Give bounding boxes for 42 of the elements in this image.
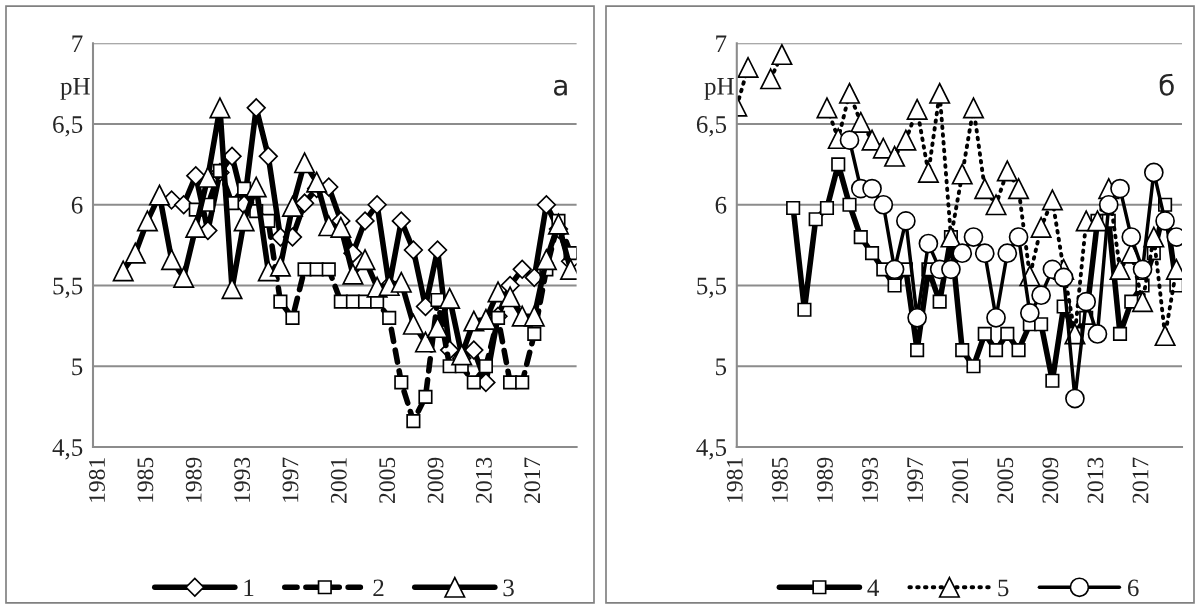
x-tick-label: 2005 (997, 457, 1014, 503)
x-tick-label: 2009 (1042, 457, 1059, 503)
x-tick-label: 2017 (524, 457, 541, 503)
x-tick-label: 2001 (952, 458, 969, 503)
y-tick-label: 6,5 (696, 116, 727, 137)
annotation: б (1159, 73, 1174, 96)
legend-label: 3 (503, 579, 514, 597)
y-tick-label: 7 (716, 35, 727, 52)
x-tick-label: 2013 (1087, 457, 1104, 503)
x-tick-label: 1993 (862, 457, 878, 502)
legend-label: 6 (1127, 579, 1139, 597)
y-tick-label: 5 (72, 358, 83, 376)
x-tick-label: 1985 (771, 457, 788, 502)
x-tick-label: 2017 (1132, 457, 1149, 503)
x-tick-label: 1989 (816, 457, 833, 502)
y-tick-label: 5,5 (697, 277, 727, 299)
x-tick-label: 2005 (379, 457, 396, 503)
x-tick-label: 1981 (726, 458, 743, 502)
legend-label: 2 (373, 579, 384, 597)
x-tick-label: 1985 (137, 457, 154, 502)
legend-label: 1 (244, 579, 254, 597)
y-tick-label: 4,5 (52, 439, 83, 460)
x-tick-label: 2013 (475, 457, 492, 503)
y-tick-label: 4,5 (696, 439, 727, 460)
y-tick-label: 6 (71, 196, 83, 214)
x-tick-label: 1993 (234, 457, 251, 502)
annotation: а (553, 79, 567, 96)
y-tick-label: 5 (716, 358, 727, 376)
y-axis-title: pH (60, 78, 90, 100)
y-axis-title: pH (704, 78, 734, 100)
x-tick-label: 2009 (427, 457, 444, 503)
x-tick-label: 1997 (907, 457, 924, 502)
y-tick-label: 7 (72, 35, 83, 52)
x-tick-label: 1997 (282, 457, 299, 502)
y-tick-label: 6,5 (53, 116, 83, 137)
legend-label: 5 (998, 579, 1009, 597)
x-tick-label: 1989 (185, 457, 202, 502)
y-tick-label: 5,5 (53, 277, 83, 299)
x-tick-label: 1981 (89, 458, 105, 502)
x-tick-label: 2001 (330, 458, 347, 503)
y-tick-label: 6 (715, 196, 727, 214)
legend-label: 4 (867, 579, 880, 597)
